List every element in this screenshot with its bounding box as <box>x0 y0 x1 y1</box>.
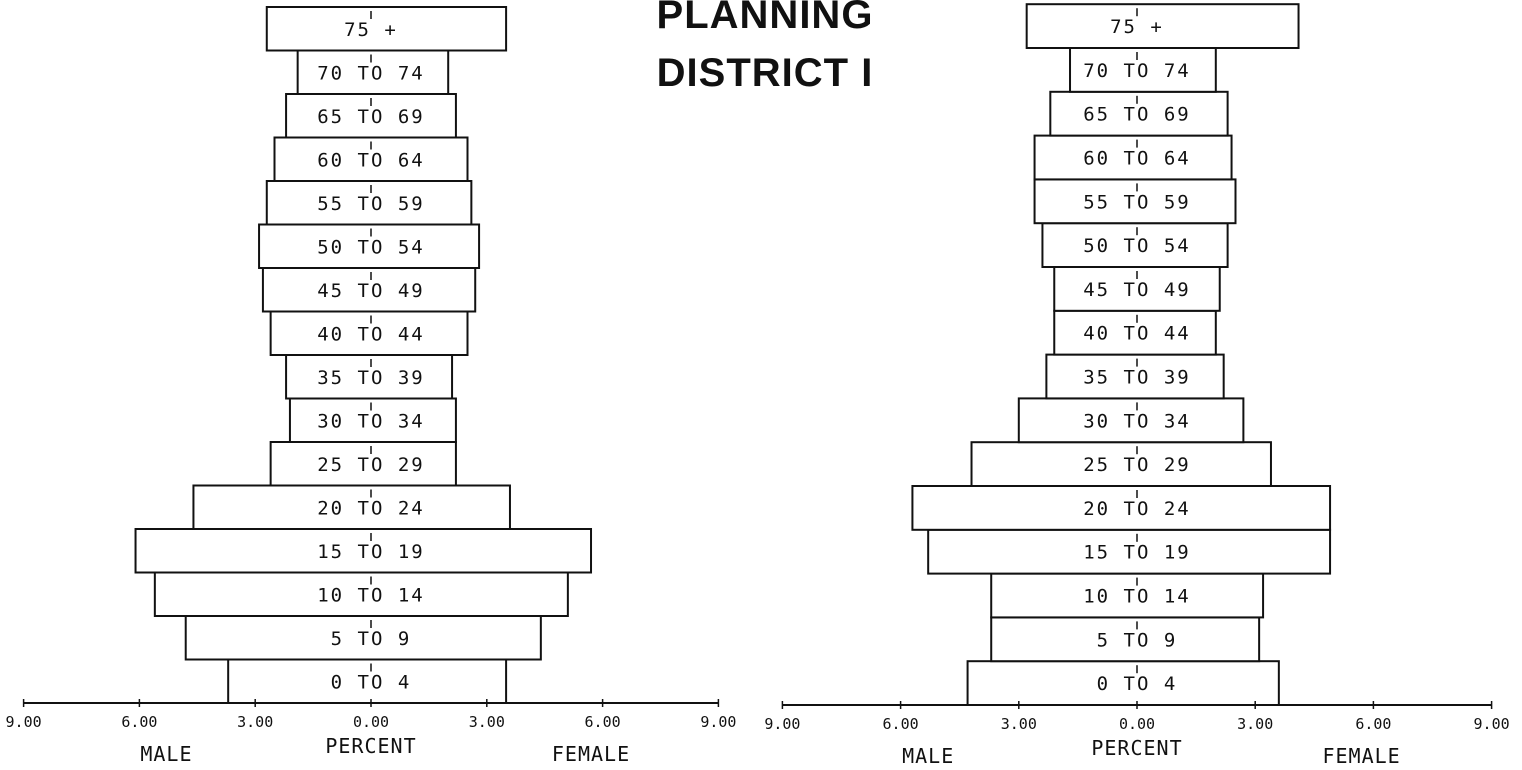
female-label: FEMALE <box>552 742 630 766</box>
bar-40-to-44 <box>269 310 469 356</box>
x-tick-label: 6.00 <box>585 713 621 731</box>
age-group-label: 15 TO 19 <box>317 541 425 563</box>
age-group-label: 10 TO 14 <box>317 584 425 606</box>
x-tick-label: 9.00 <box>1474 715 1510 733</box>
age-group-label: 10 TO 14 <box>1083 586 1191 608</box>
x-tick-label: 9.00 <box>764 715 800 733</box>
pyramid-right: 0 TO 4 5 TO 9 10 TO 14 15 TO 19 20 TO 24 25 T… <box>764 3 1510 768</box>
x-tick-label: 3.00 <box>1001 715 1037 733</box>
bar-20-to-24 <box>911 485 1332 531</box>
age-group-label: 25 TO 29 <box>1083 454 1191 476</box>
bar-70-to-74 <box>296 49 450 95</box>
age-group-label: 35 TO 39 <box>1083 367 1191 389</box>
age-group-label: 25 TO 29 <box>317 454 425 476</box>
age-group-label: 65 TO 69 <box>1083 104 1191 126</box>
age-group-label: 35 TO 39 <box>317 367 425 389</box>
bar-5-to-9 <box>184 615 542 661</box>
age-group-label: 45 TO 49 <box>1083 279 1191 301</box>
bar-75-plus <box>1025 3 1300 49</box>
bar-35-to-39 <box>285 354 454 400</box>
age-group-label: 5 TO 9 <box>331 628 412 650</box>
age-group-label: 0 TO 4 <box>1097 673 1178 695</box>
bar-60-to-64 <box>1033 134 1233 181</box>
age-group-label: 0 TO 4 <box>331 671 412 693</box>
title-line-1: PLANNING <box>656 0 874 37</box>
age-group-label: 40 TO 44 <box>317 323 425 345</box>
age-group-label: 5 TO 9 <box>1097 629 1178 651</box>
age-group-label: 50 TO 54 <box>1083 235 1191 257</box>
x-tick-label: 3.00 <box>469 713 505 731</box>
age-group-label: 70 TO 74 <box>317 62 425 84</box>
age-group-label: 20 TO 24 <box>1083 498 1191 520</box>
age-group-label: 60 TO 64 <box>317 149 425 171</box>
male-label: MALE <box>902 744 954 768</box>
bar-75-plus <box>265 6 508 52</box>
x-axis-title: PERCENT <box>1091 736 1182 760</box>
x-tick-label: 6.00 <box>883 715 919 733</box>
x-tick-label: 0.00 <box>1119 715 1155 733</box>
x-tick-label: 9.00 <box>700 713 736 731</box>
bar-45-to-49 <box>261 267 477 313</box>
bar-25-to-29 <box>970 441 1272 488</box>
age-group-label: 60 TO 64 <box>1083 148 1191 170</box>
bar-55-to-59 <box>1033 178 1237 225</box>
age-group-label: 75 + <box>1110 16 1164 38</box>
bar-10-to-14 <box>153 571 569 617</box>
bar-10-to-14 <box>990 572 1265 619</box>
x-tick-label: 6.00 <box>121 713 157 731</box>
age-group-label: 40 TO 44 <box>1083 323 1191 345</box>
bar-55-to-59 <box>265 180 473 226</box>
age-group-label: 15 TO 19 <box>1083 542 1191 564</box>
age-group-label: 30 TO 34 <box>1083 410 1191 432</box>
title-line-2: DISTRICT I <box>656 51 874 95</box>
pyramid-left: 0 TO 4 5 TO 9 10 TO 14 15 TO 19 20 TO 24 25 T… <box>6 6 736 766</box>
age-group-label: 20 TO 24 <box>317 497 425 519</box>
bar-40-to-44 <box>1053 309 1217 356</box>
x-tick-label: 9.00 <box>6 713 42 731</box>
age-group-label: 30 TO 34 <box>317 410 425 432</box>
age-group-label: 50 TO 54 <box>317 236 425 258</box>
x-tick-label: 3.00 <box>237 713 273 731</box>
age-group-label: 45 TO 49 <box>317 280 425 302</box>
page-title: PLANNING DISTRICT I <box>600 0 930 102</box>
bar-15-to-19 <box>134 528 593 574</box>
age-group-label: 75 + <box>344 19 398 41</box>
x-tick-label: 0.00 <box>353 713 389 731</box>
x-tick-label: 3.00 <box>1237 715 1273 733</box>
bar-30-to-34 <box>1017 397 1245 444</box>
female-label: FEMALE <box>1322 744 1400 768</box>
age-group-label: 65 TO 69 <box>317 106 425 128</box>
x-tick-label: 6.00 <box>1355 715 1391 733</box>
bar-20-to-24 <box>192 484 511 530</box>
x-axis-title: PERCENT <box>325 734 416 758</box>
age-group-label: 55 TO 59 <box>1083 191 1191 213</box>
bar-65-to-69 <box>1049 90 1229 137</box>
age-group-label: 55 TO 59 <box>317 193 425 215</box>
bar-30-to-34 <box>288 397 457 443</box>
male-label: MALE <box>140 742 192 766</box>
age-group-label: 70 TO 74 <box>1083 60 1191 82</box>
